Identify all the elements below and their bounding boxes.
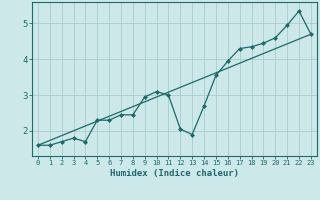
X-axis label: Humidex (Indice chaleur): Humidex (Indice chaleur) [110, 169, 239, 178]
